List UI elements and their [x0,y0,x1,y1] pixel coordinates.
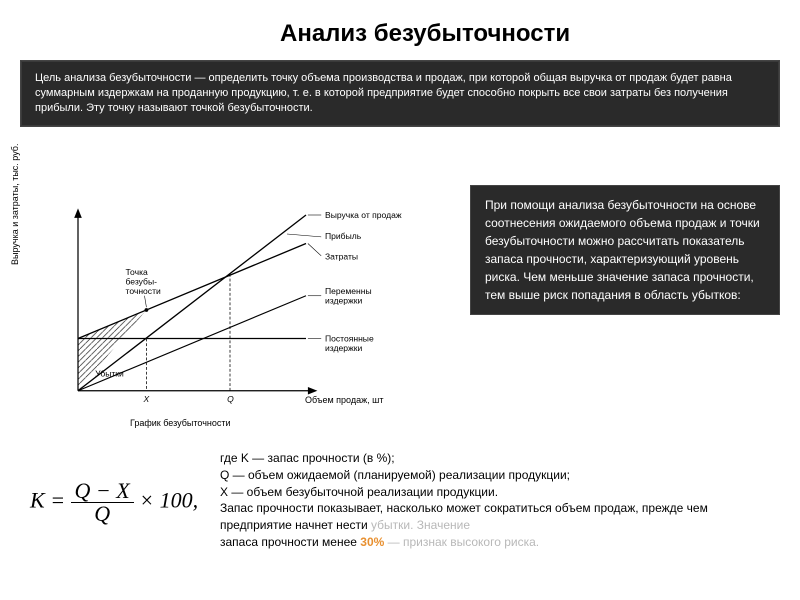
x-mark: X [143,394,150,404]
label-revenue: Выручка от продаж [325,210,402,220]
y-axis-label: Выручка и затраты, тыс. руб. [10,144,20,265]
q-mark: Q [227,394,234,404]
right-analysis-box: При помощи анализа безубыточности на осн… [470,185,780,315]
svg-text:издержки: издержки [325,295,362,305]
label-breakeven-point: Точка [126,267,148,277]
svg-text:безубы-: безубы- [126,276,158,286]
label-profit: Прибыль [325,231,362,241]
intro-box: Цель анализа безубыточности — определить… [20,60,780,127]
label-losses: Убытки [95,369,124,379]
chart-caption: График безубыточности [130,418,231,428]
x-axis-label: Объем продаж, шт [305,395,383,405]
label-fixed: Постоянные [325,333,374,343]
bottom-explanation: где K — запас прочности (в %); Q — объем… [220,450,780,551]
svg-text:точности: точности [126,286,161,296]
label-costs: Затраты [325,252,358,262]
formula: K = Q − X Q × 100, [30,480,198,525]
page-title: Анализ безубыточности [280,20,570,48]
label-variable: Переменны [325,286,372,296]
svg-text:издержки: издержки [325,343,362,353]
